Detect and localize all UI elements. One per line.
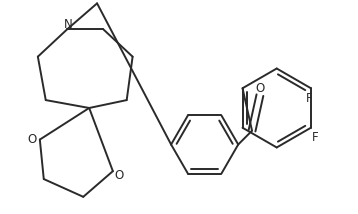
Text: F: F (306, 92, 312, 105)
Text: N: N (64, 18, 73, 31)
Text: F: F (311, 131, 318, 144)
Text: O: O (255, 82, 265, 95)
Text: O: O (114, 169, 124, 182)
Text: O: O (27, 133, 37, 146)
